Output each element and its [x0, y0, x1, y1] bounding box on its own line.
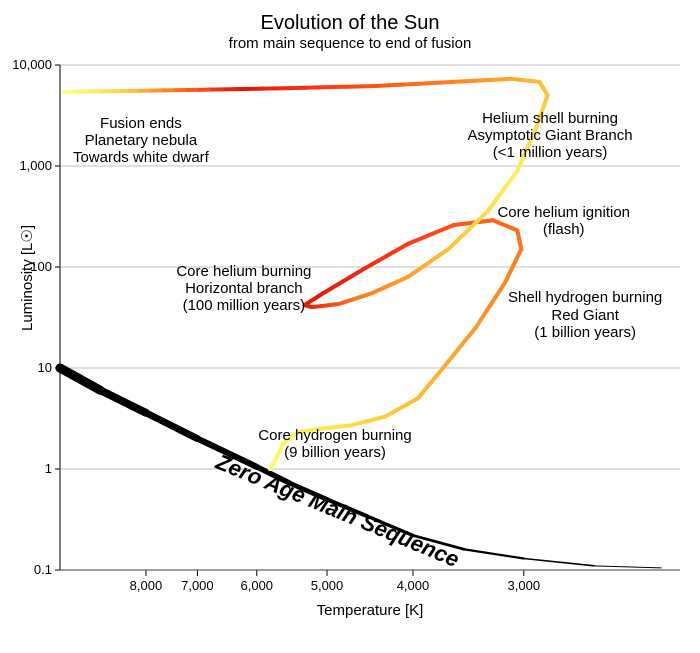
annotation-line: Red Giant: [508, 307, 662, 324]
y-tick-label: 1: [2, 461, 52, 476]
x-tick-label: 8,000: [121, 578, 171, 593]
y-axis-label: Luminosity [L☉]: [18, 178, 36, 378]
annotation-line: Asymptotic Giant Branch: [468, 127, 633, 144]
y-tick-label: 10,000: [2, 57, 52, 72]
y-tick-label: 10: [2, 360, 52, 375]
annotation-line: Planetary nebula: [73, 132, 209, 149]
annotation-line: (100 million years): [176, 297, 311, 314]
annotation-line: Core hydrogen burning: [258, 427, 411, 444]
y-tick-label: 1,000: [2, 158, 52, 173]
x-tick-label: 4,000: [388, 578, 438, 593]
annotation-line: Towards white dwarf: [73, 149, 209, 166]
annotation-line: (flash): [497, 221, 630, 238]
annotation-red-giant: Shell hydrogen burningRed Giant(1 billio…: [508, 289, 662, 341]
annotation-line: Horizontal branch: [176, 280, 311, 297]
annotation-line: Fusion ends: [73, 115, 209, 132]
annotation-line: (<1 million years): [468, 144, 633, 161]
annotation-line: Core helium ignition: [497, 204, 630, 221]
annotation-line: (9 billion years): [258, 444, 411, 461]
annotation-core-h-burn: Core hydrogen burning(9 billion years): [258, 427, 411, 462]
annotation-line: (1 billion years): [508, 324, 662, 341]
zams-curve: [60, 368, 661, 568]
x-tick-label: 7,000: [172, 578, 222, 593]
annotation-line: Shell hydrogen burning: [508, 289, 662, 306]
x-tick-label: 6,000: [232, 578, 282, 593]
annotation-line: Helium shell burning: [468, 110, 633, 127]
x-tick-label: 3,000: [499, 578, 549, 593]
annotation-horizontal-branch: Core helium burningHorizontal branch(100…: [176, 263, 311, 315]
annotation-agb: Helium shell burningAsymptotic Giant Bra…: [468, 110, 633, 162]
annotation-fusion-ends: Fusion endsPlanetary nebulaTowards white…: [73, 115, 209, 167]
y-tick-label: 0.1: [2, 562, 52, 577]
x-axis-label: Temperature [K]: [60, 602, 680, 619]
y-tick-label: 100: [2, 259, 52, 274]
x-tick-label: 5,000: [302, 578, 352, 593]
annotation-he-flash: Core helium ignition(flash): [497, 204, 630, 239]
chart-stage: Evolution of the Sun from main sequence …: [0, 0, 700, 653]
annotation-line: Core helium burning: [176, 263, 311, 280]
